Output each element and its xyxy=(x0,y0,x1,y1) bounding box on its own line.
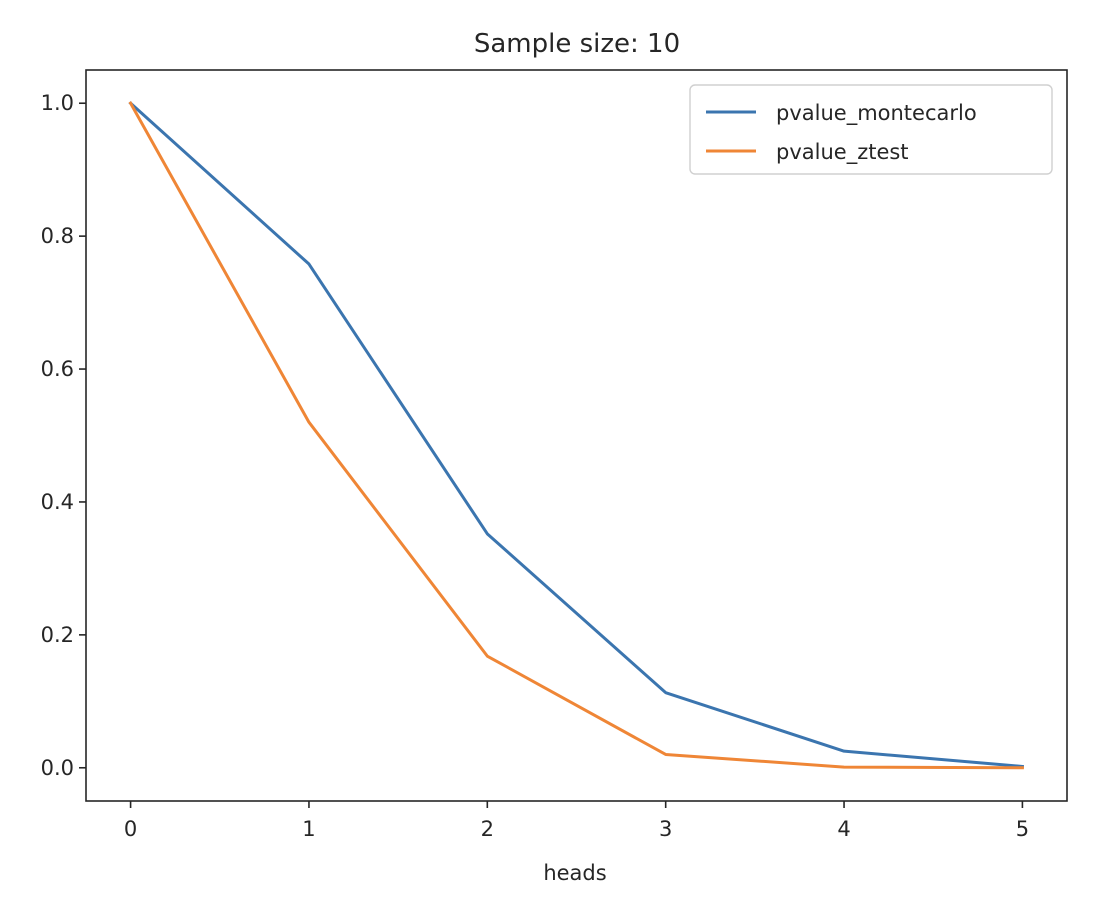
y-tick-label: 0.6 xyxy=(41,357,74,381)
series-line-pvalue_montecarlo xyxy=(128,101,1025,769)
legend-label: pvalue_montecarlo xyxy=(776,101,977,126)
plot-lines xyxy=(128,101,1025,770)
x-tick-label: 5 xyxy=(1016,817,1029,841)
x-tick-label: 3 xyxy=(659,817,672,841)
y-tick-label: 0.2 xyxy=(41,623,74,647)
plot-frame xyxy=(85,69,1068,802)
x-tick-label: 4 xyxy=(837,817,850,841)
legend-label: pvalue_ztest xyxy=(776,140,909,165)
y-tick-label: 0.4 xyxy=(41,490,74,514)
y-tick-label: 1.0 xyxy=(41,91,74,115)
chart-title: Sample size: 10 xyxy=(474,29,680,59)
legend-box xyxy=(689,84,1053,175)
y-tick-label: 0.8 xyxy=(41,224,74,248)
x-tick-label: 2 xyxy=(481,817,494,841)
series-line-pvalue_ztest xyxy=(128,101,1024,770)
x-axis-label: heads xyxy=(543,861,606,885)
x-tick-label: 1 xyxy=(302,817,315,841)
legend: pvalue_montecarlo pvalue_ztest xyxy=(689,84,1053,175)
x-tick-label: 0 xyxy=(124,817,137,841)
y-axis: 0.0 0.2 0.4 0.6 0.8 1.0 xyxy=(41,91,86,780)
y-tick-label: 0.0 xyxy=(41,756,74,780)
x-axis: 0 1 2 3 4 5 xyxy=(124,801,1029,841)
